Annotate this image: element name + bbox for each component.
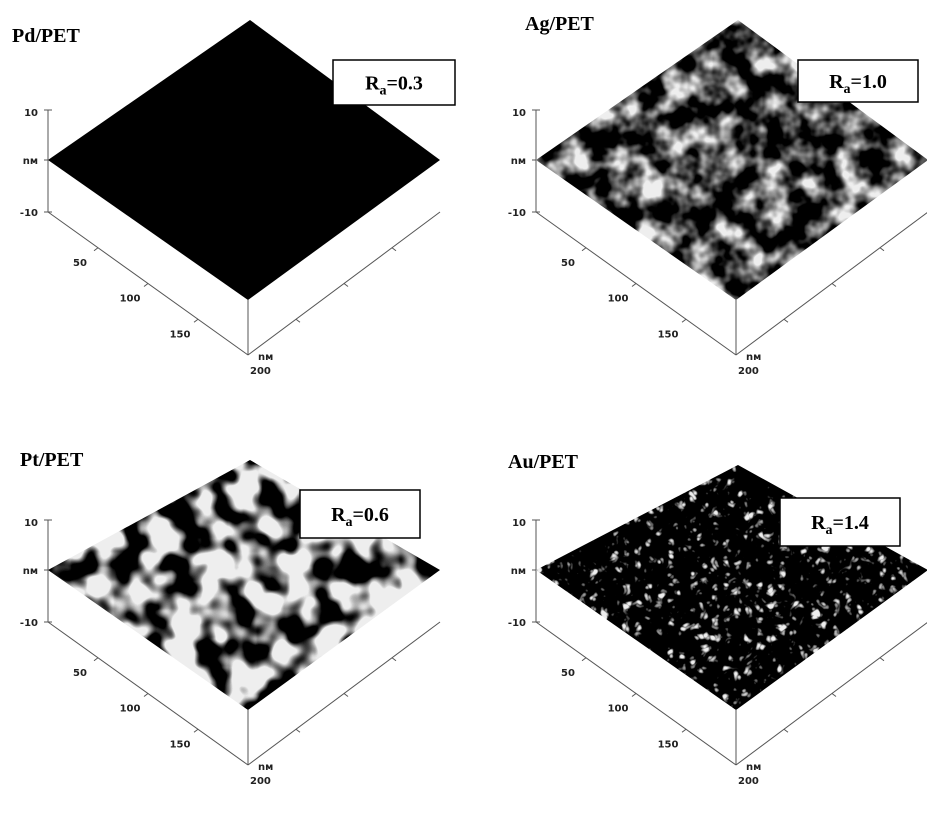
xy-tick — [832, 284, 836, 287]
ra-subscript: a — [844, 82, 851, 97]
page: 10nм-1050100150nм200Pd/PETRa=0.310nм-105… — [0, 0, 927, 818]
xy-tick-label: 100 — [120, 704, 141, 715]
surface-texture — [528, 0, 927, 310]
z-tick-label: -10 — [508, 208, 526, 219]
xy-tick-label: 50 — [561, 258, 575, 269]
z-tick-label: 10 — [24, 108, 38, 119]
ra-symbol: R — [365, 73, 380, 95]
xy-tick — [632, 694, 636, 697]
xy-tick — [296, 319, 300, 322]
xy-tick — [582, 248, 586, 251]
xy-tick — [144, 694, 148, 697]
surface-texture — [40, 0, 450, 310]
afm-panel: 10 nм -10 50 100 150 nм 200 Au/PET Ra=1.4 — [508, 410, 927, 787]
xy-tick — [296, 729, 300, 732]
surface-texture — [528, 410, 927, 720]
corner-unit: nм — [746, 352, 761, 363]
xy-tick-label: 50 — [73, 668, 87, 679]
afm-panel: 10 nм -10 50 100 150 nм 200 Ag/PET Ra=1.0 — [508, 0, 927, 377]
panel-title: Pt/PET — [20, 449, 84, 471]
z-tick-label: 10 — [512, 108, 526, 119]
z-tick-label: -10 — [20, 208, 38, 219]
ra-subscript: a — [826, 523, 833, 538]
xy-tick — [194, 319, 198, 322]
ra-symbol: R — [829, 71, 844, 93]
xy-tick-label: 100 — [608, 294, 629, 305]
xy-tick-label: 150 — [170, 739, 191, 750]
surface-texture — [40, 410, 450, 720]
xy-tick — [880, 248, 884, 251]
corner-unit: nм — [258, 762, 273, 773]
z-tick-label: 10 — [512, 518, 526, 529]
xy-tick — [392, 658, 396, 661]
xy-tick — [880, 658, 884, 661]
xy-tick-label: 150 — [658, 329, 679, 340]
xy-tick-label: 100 — [608, 704, 629, 715]
ra-subscript: a — [380, 84, 387, 99]
xy-tick — [194, 729, 198, 732]
xy-tick-label: 150 — [170, 329, 191, 340]
xy-tick — [144, 284, 148, 287]
xy-tick — [344, 284, 348, 287]
xy-tick — [682, 319, 686, 322]
xy-tick — [632, 284, 636, 287]
ra-value: =1.0 — [851, 71, 887, 93]
z-tick-label: nм — [511, 566, 526, 577]
panel-title: Pd/PET — [12, 25, 80, 47]
z-tick-label: -10 — [508, 618, 526, 629]
corner-unit: nм — [258, 352, 273, 363]
ra-subscript: a — [346, 515, 353, 530]
xy-tick — [784, 729, 788, 732]
xy-tick — [832, 694, 836, 697]
xy-tick — [94, 658, 98, 661]
panel-title: Au/PET — [508, 451, 579, 473]
xy-tick — [582, 658, 586, 661]
corner-unit: nм — [746, 762, 761, 773]
xy-tick — [344, 694, 348, 697]
ra-value: =0.3 — [387, 73, 423, 95]
z-tick-label: nм — [23, 566, 38, 577]
corner-value: 200 — [738, 366, 759, 377]
corner-value: 200 — [738, 776, 759, 787]
xy-tick-label: 100 — [120, 294, 141, 305]
afm-panel: 10 nм -10 50 100 150 nм 200 Pt/PET Ra=0.6 — [20, 410, 450, 787]
z-tick-label: nм — [511, 156, 526, 167]
corner-value: 200 — [250, 366, 271, 377]
xy-tick — [682, 729, 686, 732]
panel-title: Ag/PET — [525, 13, 595, 35]
xy-tick — [94, 248, 98, 251]
ra-value: =0.6 — [353, 504, 389, 526]
afm-panel: 10 nм -10 50 100 150 nм 200 Pd/PET Ra=0.3 — [12, 0, 455, 377]
xy-tick-label: 150 — [658, 739, 679, 750]
corner-value: 200 — [250, 776, 271, 787]
ra-symbol: R — [331, 504, 346, 526]
ra-symbol: R — [811, 512, 826, 534]
ra-value: =1.4 — [833, 512, 869, 534]
z-tick-label: 10 — [24, 518, 38, 529]
z-tick-label: -10 — [20, 618, 38, 629]
xy-tick-label: 50 — [73, 258, 87, 269]
xy-tick-label: 50 — [561, 668, 575, 679]
xy-tick — [392, 248, 396, 251]
figure: 10nм-1050100150nм200Pd/PETRa=0.310nм-105… — [0, 0, 927, 818]
xy-tick — [784, 319, 788, 322]
z-tick-label: nм — [23, 156, 38, 167]
